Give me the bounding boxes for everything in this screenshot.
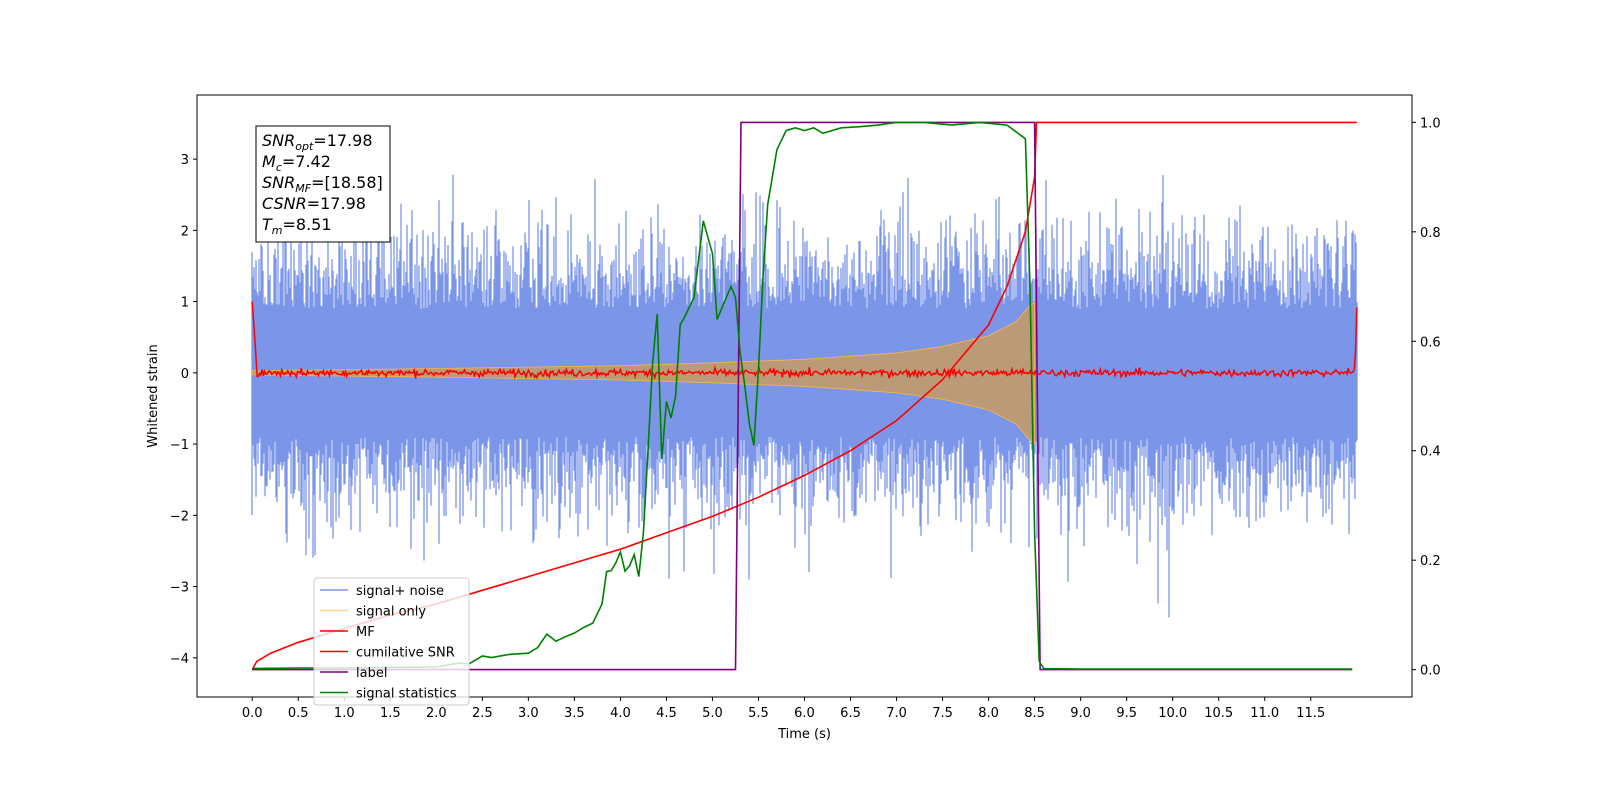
- y-tick-label: −4: [170, 652, 189, 667]
- stats-symbol: CSNR: [262, 194, 307, 213]
- stats-line: CSNR=17.98: [262, 194, 366, 213]
- legend-label: cumilative SNR: [356, 646, 455, 661]
- x-tick-label: 10.5: [1204, 706, 1233, 721]
- y-tick-label: 3: [181, 153, 189, 168]
- stats-line: Mc=7.42: [262, 152, 331, 174]
- stats-subscript: MF: [295, 182, 311, 195]
- x-tick-label: 1.0: [334, 706, 355, 721]
- stats-value: =8.51: [283, 215, 332, 234]
- stats-symbol: SNR: [262, 131, 295, 150]
- x-axis-label: Time (s): [777, 727, 831, 742]
- legend-label: MF: [356, 625, 375, 640]
- x-tick-label: 4.5: [656, 706, 677, 721]
- x-tick-label: 6.5: [840, 706, 861, 721]
- stats-box: [255, 125, 391, 243]
- x-tick-label: 7.0: [886, 706, 907, 721]
- y2-tick-label: 0.6: [1420, 335, 1441, 350]
- x-tick-label: 3.0: [518, 706, 539, 721]
- y-tick-label: −1: [170, 438, 189, 453]
- stats-value: =17.98: [313, 131, 372, 150]
- x-tick-label: 5.0: [702, 706, 723, 721]
- x-tick-label: 2.0: [426, 706, 447, 721]
- series-mf: [251, 301, 1358, 381]
- stats-symbol: M: [262, 152, 276, 171]
- series-signal-statistics: [252, 121, 1353, 670]
- x-tick-label: 4.0: [610, 706, 631, 721]
- y2-tick-label: 0.2: [1420, 554, 1441, 569]
- x-tick-label: 11.5: [1296, 706, 1325, 721]
- legend-box: [313, 577, 470, 706]
- legend-label: signal statistics: [356, 687, 457, 702]
- x-tick-label: 0.5: [288, 706, 309, 721]
- stats-value: =[18.58]: [311, 173, 383, 192]
- y-tick-label: −2: [170, 509, 189, 524]
- x-tick-label: 10.0: [1158, 706, 1187, 721]
- x-tick-label: 7.5: [932, 706, 953, 721]
- y2-tick-label: 0.0: [1420, 664, 1441, 679]
- x-tick-label: 5.5: [748, 706, 769, 721]
- stats-subscript: opt: [295, 140, 314, 153]
- x-tick-label: 6.0: [794, 706, 815, 721]
- x-tick-label: 9.5: [1116, 706, 1137, 721]
- series-signal-only: [251, 301, 1035, 445]
- stats-value: =7.42: [282, 152, 331, 171]
- series-signal-noise: [251, 173, 1358, 618]
- stats-subscript: c: [276, 161, 282, 174]
- stats-value: =17.98: [307, 194, 366, 213]
- stats-symbol: SNR: [262, 173, 295, 192]
- y2-tick-label: 0.8: [1420, 226, 1441, 241]
- y-tick-label: −3: [170, 581, 189, 596]
- legend-label: signal+ noise: [356, 584, 444, 599]
- x-tick-label: 3.5: [564, 706, 585, 721]
- y-tick-label: 1: [181, 296, 189, 311]
- x-tick-label: 8.5: [1024, 706, 1045, 721]
- stats-line: SNRopt=17.98: [262, 131, 373, 153]
- x-tick-label: 8.0: [978, 706, 999, 721]
- y-tick-label: 0: [181, 367, 189, 382]
- y2-tick-label: 1.0: [1420, 116, 1441, 131]
- stats-line: SNRMF=[18.58]: [262, 173, 383, 195]
- stats-line: Tm=8.51: [262, 215, 332, 237]
- y-tick-label: 2: [181, 224, 189, 239]
- y2-tick-label: 0.4: [1420, 445, 1441, 460]
- x-tick-label: 1.5: [380, 706, 401, 721]
- legend-label: signal only: [356, 605, 426, 620]
- y-axis-label: Whitened strain: [146, 344, 161, 447]
- x-tick-label: 11.0: [1250, 706, 1279, 721]
- stats-symbol: T: [262, 215, 273, 234]
- x-tick-label: 2.5: [472, 706, 493, 721]
- x-tick-label: 9.0: [1070, 706, 1091, 721]
- stats-subscript: m: [272, 224, 283, 237]
- x-tick-label: 0.0: [242, 706, 263, 721]
- legend-label: label: [356, 666, 387, 681]
